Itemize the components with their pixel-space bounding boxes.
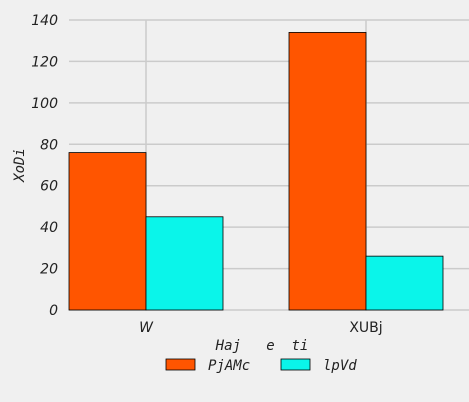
- x-tick-label: W: [139, 320, 154, 336]
- legend-swatch-PjAMc: [165, 358, 196, 371]
- y-tick-label: 60: [40, 179, 58, 195]
- y-tick-label: 120: [31, 54, 58, 70]
- y-tick-label: 0: [49, 303, 58, 319]
- y-tick-label: 100: [31, 96, 58, 112]
- bar-lpVd-XUBj: [365, 255, 444, 311]
- bar-lpVd-W: [145, 216, 224, 311]
- x-tick-label: XUBj: [349, 320, 382, 336]
- legend: PjAMc lpVd: [165, 358, 357, 374]
- y-tick-label: 40: [40, 220, 58, 236]
- y-tick-label: 140: [31, 13, 58, 29]
- legend-swatch-lpVd: [280, 358, 311, 371]
- y-tick-label: 80: [40, 137, 58, 153]
- bars: [68, 32, 444, 311]
- bar-PjAMc-XUBj: [288, 32, 367, 311]
- y-tick-label: 20: [40, 262, 58, 278]
- legend-label-lpVd: lpVd: [323, 358, 357, 374]
- y-axis-title: XoDi: [12, 148, 28, 183]
- x-axis-title: Haj e ti: [215, 338, 309, 354]
- legend-label-PjAMc: PjAMc: [208, 358, 250, 374]
- x-axis-ticks: W XUBj: [139, 320, 383, 336]
- y-axis-ticks: 0 20 40 60 80 100 120 140: [31, 13, 58, 319]
- bar-PjAMc-W: [68, 152, 147, 311]
